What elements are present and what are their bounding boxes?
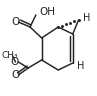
Text: H: H (77, 61, 84, 71)
Text: O: O (10, 57, 19, 67)
Text: O: O (11, 70, 20, 80)
Text: CH₃: CH₃ (1, 51, 18, 60)
Text: O: O (11, 17, 20, 27)
Text: H: H (83, 13, 91, 23)
Text: OH: OH (40, 7, 56, 17)
